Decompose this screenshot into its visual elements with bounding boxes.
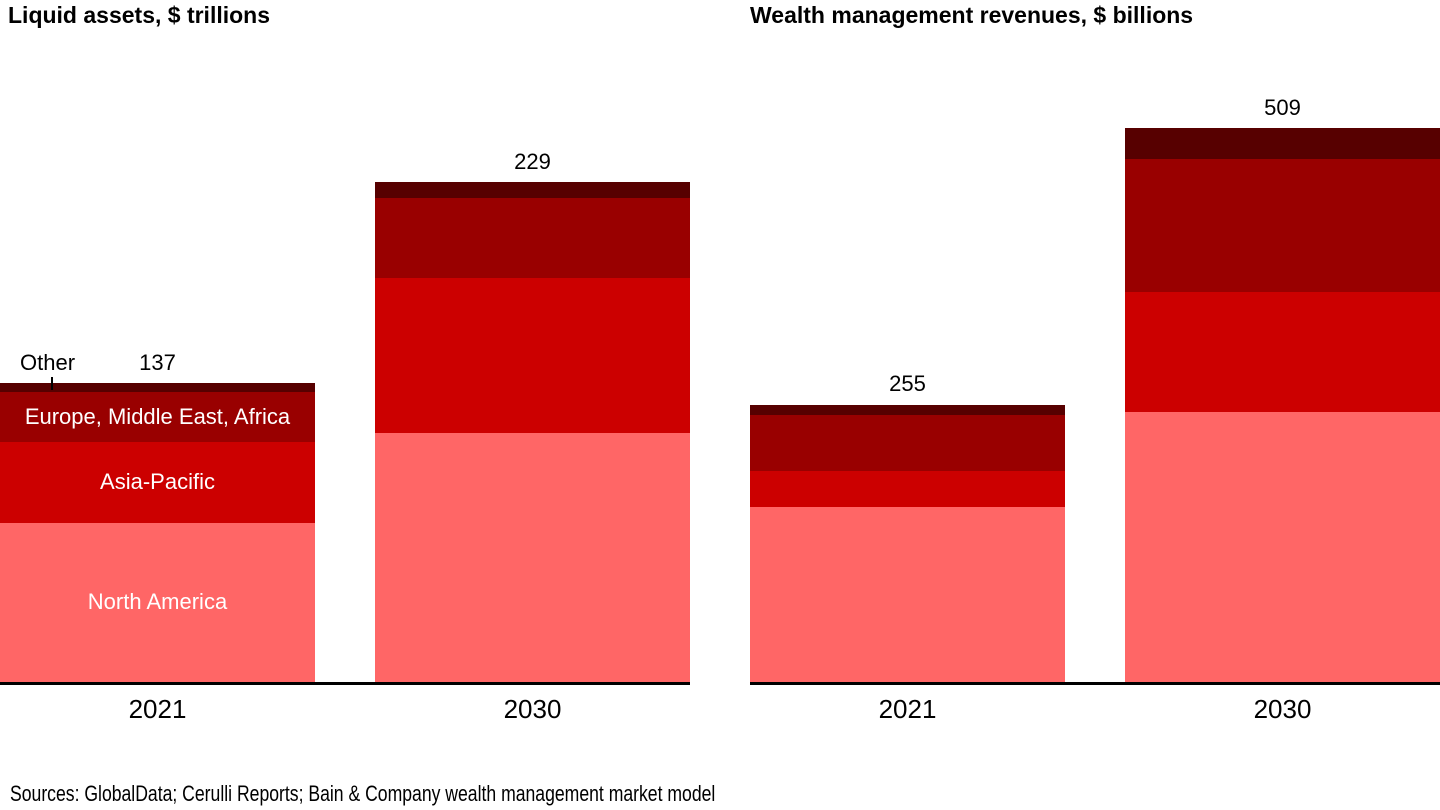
chart-title-wm-revenues: Wealth management revenues, $ billions	[750, 2, 1194, 28]
chart-wealth-management-revenues: Wealth management revenues, $ billions 2…	[750, 0, 1440, 810]
segment-label-asia-pacific: Asia-Pacific	[100, 469, 215, 495]
stacked-bar-2021	[750, 404, 1065, 682]
x-axis-line	[0, 682, 690, 685]
stacked-bar-2030	[375, 182, 690, 682]
segment-europe-mea	[750, 415, 1065, 471]
chart-liquid-assets: Liquid assets, $ trillions North America…	[0, 0, 690, 810]
segment-other	[750, 404, 1065, 416]
segment-other	[1125, 128, 1440, 159]
total-value-label: 509	[1264, 95, 1301, 120]
total-value-label: 229	[514, 149, 551, 175]
segment-europe-mea: Europe, Middle East, Africa	[0, 391, 315, 442]
total-value-label: 137	[139, 349, 176, 375]
total-value-label: 255	[889, 371, 926, 397]
category-label-2030: 2030	[1253, 694, 1312, 724]
stacked-bar-2021: North America Asia-Pacific Europe, Middle …	[0, 383, 315, 682]
other-callout-tick	[51, 377, 53, 390]
stacked-bar-2030	[1125, 128, 1440, 682]
segment-europe-mea	[1125, 158, 1440, 293]
segment-north-america	[750, 506, 1065, 682]
segment-label-europe-mea: Europe, Middle East, Africa	[24, 403, 291, 429]
other-callout-label: Other	[20, 350, 76, 375]
segment-asia-pacific: Asia-Pacific	[0, 441, 315, 523]
segment-asia-pacific	[1125, 292, 1440, 413]
sources-note: Sources: GlobalData; Cerulli Reports; Ba…	[10, 781, 716, 806]
segment-label-north-america: North America	[87, 589, 228, 615]
segment-asia-pacific	[375, 278, 690, 434]
segment-north-america: North America	[0, 522, 315, 682]
x-axis-line	[750, 682, 1440, 685]
segment-other	[375, 182, 690, 198]
category-label-2030: 2030	[503, 694, 562, 724]
segment-north-america	[1125, 412, 1440, 682]
segment-north-america	[375, 433, 690, 682]
segment-other	[0, 383, 315, 392]
category-label-2021: 2021	[878, 694, 937, 724]
segment-asia-pacific	[750, 470, 1065, 507]
chart-title-liquid-assets: Liquid assets, $ trillions	[8, 2, 271, 28]
category-label-2021: 2021	[128, 694, 187, 724]
segment-europe-mea	[375, 197, 690, 279]
